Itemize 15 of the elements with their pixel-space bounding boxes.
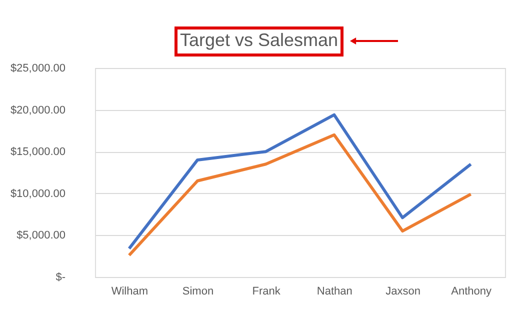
- y-tick-label: $25,000.00: [10, 62, 66, 74]
- x-tick-label: Wilham: [111, 286, 148, 298]
- x-tick-label: Anthony: [451, 286, 492, 298]
- line-series: [128, 133, 472, 257]
- x-tick-label: Nathan: [316, 286, 352, 298]
- y-tick-label: $-: [56, 272, 66, 284]
- chart-title: Target vs Salesman: [180, 30, 338, 50]
- y-tick-label: $15,000.00: [10, 146, 66, 158]
- line-series: [128, 113, 472, 250]
- y-tick-label: $5,000.00: [16, 230, 66, 242]
- y-tick-label: $20,000.00: [10, 104, 66, 116]
- x-tick-label: Frank: [252, 286, 281, 298]
- x-tick-label: Jaxson: [386, 286, 420, 298]
- x-tick-label: Simon: [182, 286, 214, 298]
- y-tick-label: $10,000.00: [10, 188, 66, 200]
